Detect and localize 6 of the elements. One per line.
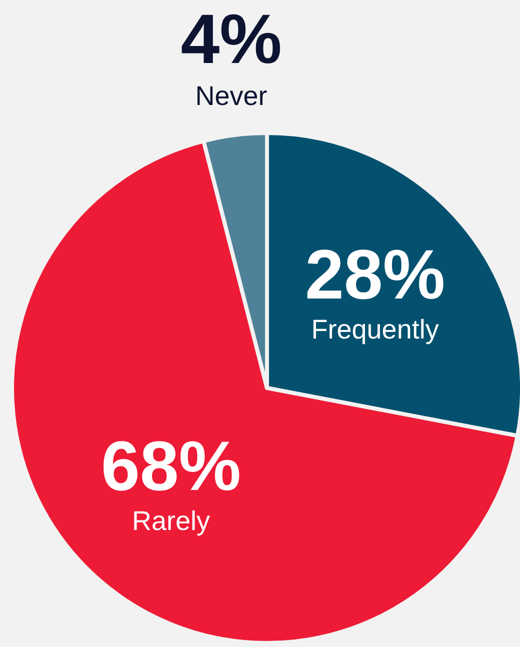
data-label: 4% — [180, 0, 282, 78]
slice-label: Frequently — [311, 314, 440, 345]
data-label: 28% — [305, 236, 446, 314]
data-label: 68% — [100, 427, 242, 506]
slice-label: Rarely — [132, 506, 210, 536]
slice-label: Never — [195, 81, 268, 112]
